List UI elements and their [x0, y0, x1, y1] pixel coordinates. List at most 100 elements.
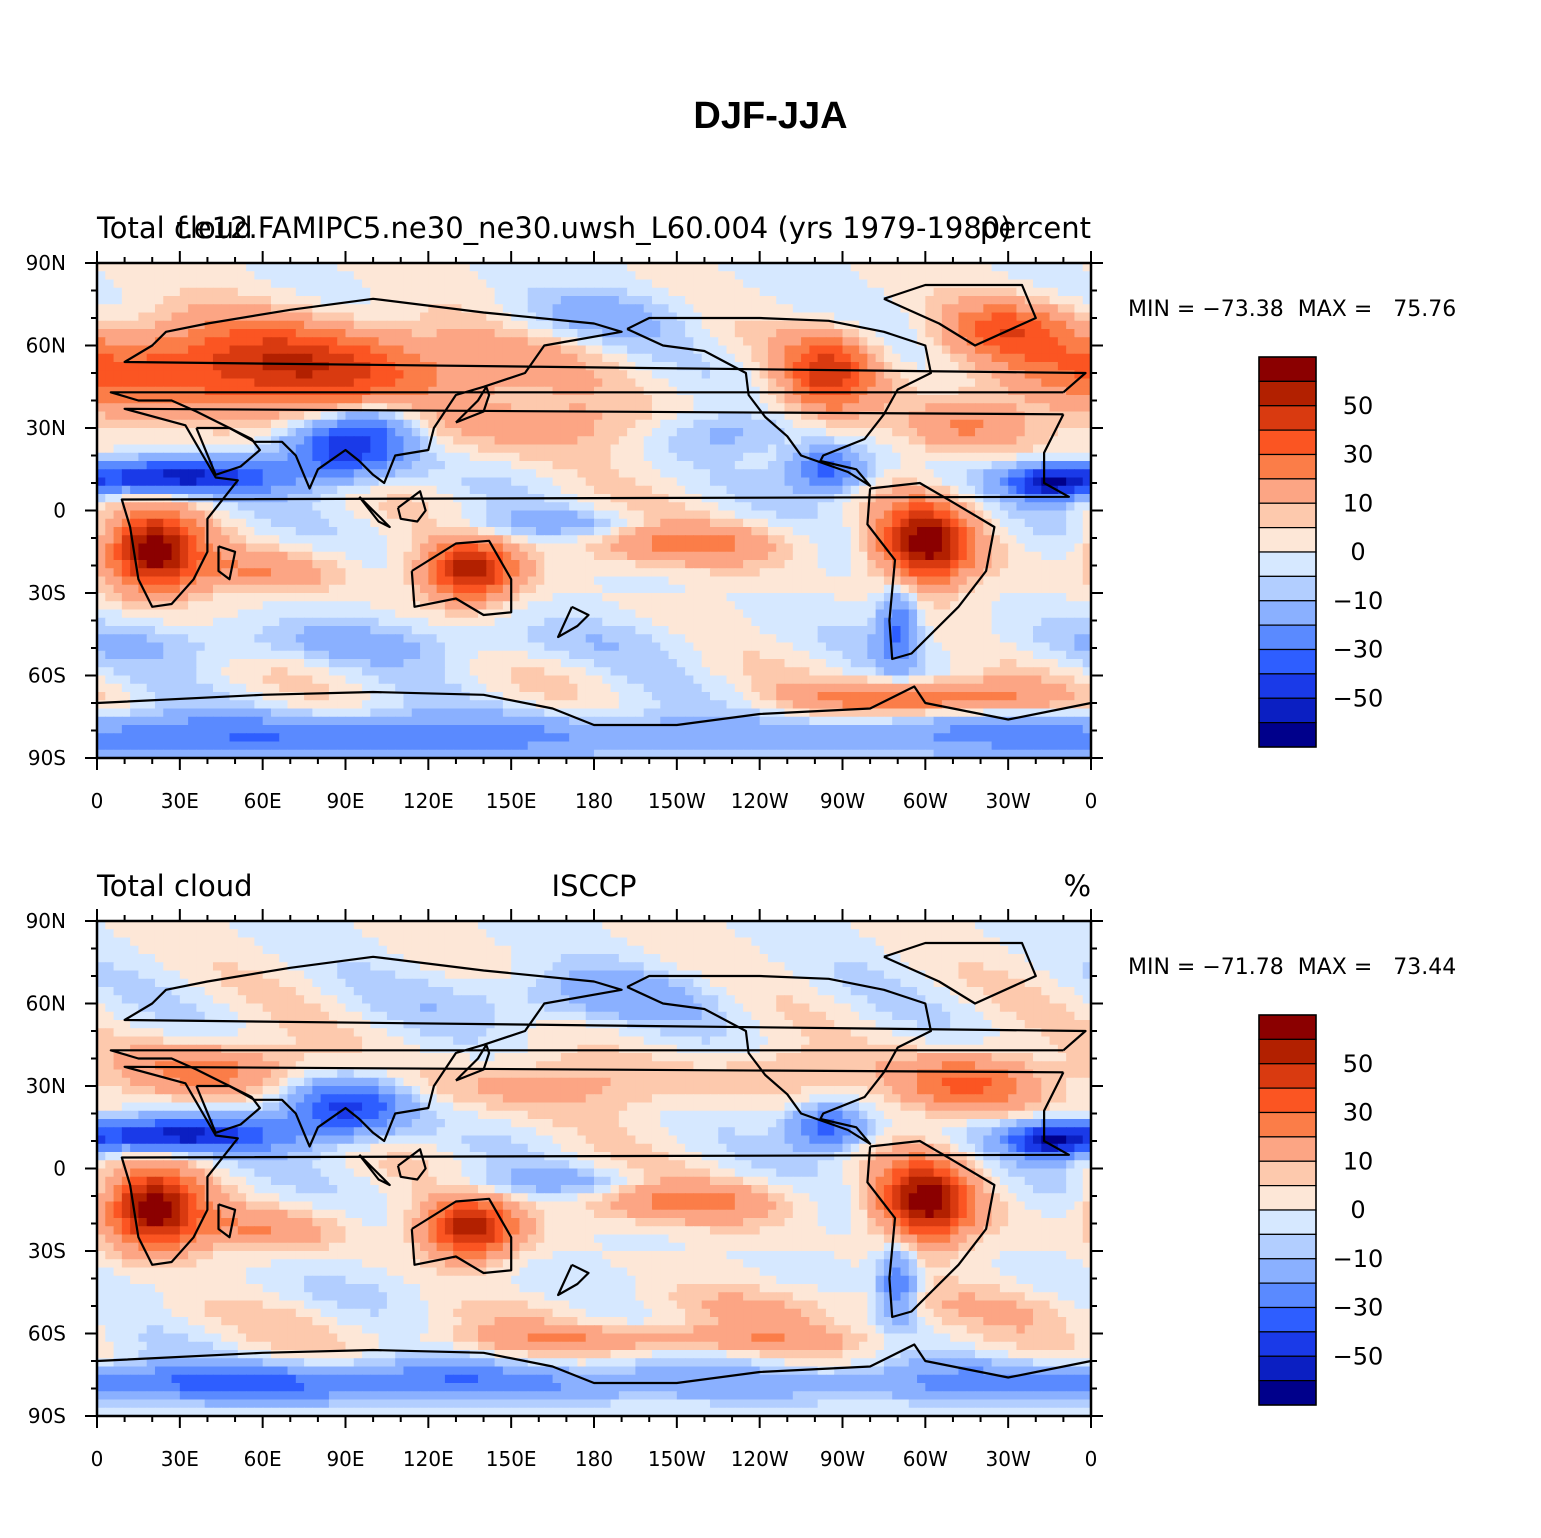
lon-tick-label: 120W [731, 1447, 789, 1471]
colorbar-swatch [1258, 1282, 1317, 1309]
colorbar-label: 50 [1343, 1050, 1374, 1078]
colorbar: 50 30 10 0 −10 −30 −50 [1258, 1014, 1384, 1406]
lon-tick-label: 0 [1085, 1447, 1098, 1471]
colorbar-swatch [1258, 624, 1317, 651]
lon-tick-label: 150W [648, 1447, 706, 1471]
colorbar-label: 10 [1343, 489, 1374, 517]
colorbar-label: 0 [1350, 1196, 1365, 1224]
lat-tick-label: 60S [28, 664, 66, 688]
lon-tick-label: 90E [326, 1447, 364, 1471]
lon-tick-label: 30E [161, 789, 199, 813]
lon-tick-label: 30W [986, 789, 1031, 813]
coastlines [96, 283, 1092, 727]
isccp-panel: Total cloud ISCCP% 90N 60N 30N 0 30S 60S 90S 0 30E… [0, 658, 1541, 1471]
lon-tick-label: 150W [648, 789, 706, 813]
lon-tick-label: 0 [91, 1447, 104, 1471]
lon-tick-label: 90E [326, 789, 364, 813]
lat-tick-label: 0 [53, 499, 66, 523]
colorbar-swatch [1258, 1233, 1317, 1260]
lon-tick-label: 60W [903, 789, 948, 813]
lat-tick-label: 30N [26, 1074, 66, 1098]
lon-tick-label: 90W [820, 789, 865, 813]
colorbar-swatch [1258, 1014, 1317, 1040]
colorbar-label: 50 [1343, 392, 1374, 420]
lat-tick-label: 30S [28, 1239, 66, 1263]
lon-tick-label: 150E [486, 1447, 537, 1471]
colorbar-swatch [1258, 1087, 1317, 1114]
colorbar-swatch [1258, 527, 1317, 553]
lat-tick-label: 60N [26, 992, 66, 1016]
colorbar-swatch [1258, 575, 1317, 602]
lon-tick-label: 90W [820, 1447, 865, 1471]
lon-tick-label: 0 [1085, 789, 1098, 813]
lon-tick-label: 60E [244, 789, 282, 813]
colorbar-label: 30 [1343, 441, 1374, 469]
lat-tick-label: 60N [26, 334, 66, 358]
colorbar-label: 0 [1350, 538, 1365, 566]
lat-tick-label: 90S [28, 1404, 66, 1428]
colorbar-label: −50 [1333, 684, 1384, 712]
min-max-stats: MIN = −73.38 MAX = 75.76 [1128, 297, 1456, 322]
colorbar-swatch [1258, 478, 1317, 504]
colorbar-swatch [1258, 380, 1317, 407]
colorbar-label: −30 [1333, 636, 1384, 664]
colorbar: 50 30 10 0 −10 −30 −50 [1258, 356, 1384, 748]
panel-left-title: Total cloud [96, 211, 252, 245]
map-plot: Total cloud ISCCP % 90N 60N 30N 0 30S 60S 90S 0 30E… [26, 869, 1457, 1471]
lon-tick-label: 120E [403, 1447, 454, 1471]
colorbar-swatch [1258, 1185, 1317, 1211]
colorbar-swatch [1258, 1209, 1317, 1235]
lat-tick-label: 0 [53, 1157, 66, 1181]
lon-tick-label: 60E [244, 1447, 282, 1471]
min-max-stats: MIN = −71.78 MAX = 73.44 [1128, 955, 1456, 980]
colorbar-swatch [1258, 1063, 1317, 1089]
lon-tick-label: 180 [575, 1447, 613, 1471]
lon-tick-label: 180 [575, 789, 613, 813]
map-plot: Total cloudf.e12.FAMIPC5.ne30_ne30.uwsh_… [26, 211, 1457, 813]
lon-tick-label: 150E [486, 789, 537, 813]
lat-tick-label: 90N [26, 909, 66, 933]
coastlines [96, 941, 1092, 1385]
model-panel: Total cloud f.e12.FAMIPC5.ne30_ne30.uwsh_… [0, 0, 1541, 813]
colorbar-swatch [1258, 1331, 1317, 1357]
colorbar-label: −50 [1333, 1342, 1384, 1370]
lat-tick-label: 90S [28, 746, 66, 770]
panel-left-title: Total cloud [96, 869, 252, 903]
colorbar-swatch [1258, 1038, 1317, 1065]
lon-tick-label: 120W [731, 789, 789, 813]
colorbar-swatch [1258, 1136, 1317, 1162]
colorbar-swatch [1258, 453, 1317, 480]
colorbar-swatch [1258, 1258, 1317, 1284]
lat-tick-label: 60S [28, 1322, 66, 1346]
colorbar-label: 30 [1343, 1099, 1374, 1127]
colorbar-swatch [1258, 551, 1317, 577]
colorbar-swatch [1258, 356, 1317, 382]
lon-tick-label: 120E [403, 789, 454, 813]
colorbar-swatch [1258, 502, 1317, 529]
lon-tick-label: 30W [986, 1447, 1031, 1471]
cloud-field [97, 921, 1092, 1417]
colorbar-swatch [1258, 1380, 1317, 1406]
lon-tick-label: 0 [91, 789, 104, 813]
lon-tick-label: 30E [161, 1447, 199, 1471]
panel-center-title: ISCCP [552, 869, 637, 903]
colorbar-label: −30 [1333, 1294, 1384, 1322]
colorbar-label: −10 [1333, 587, 1384, 615]
colorbar-label: −10 [1333, 1245, 1384, 1273]
colorbar-swatch [1258, 600, 1317, 626]
colorbar-swatch [1258, 1160, 1317, 1187]
lat-tick-label: 30N [26, 416, 66, 440]
panel-units: % [1063, 869, 1091, 903]
colorbar-swatch [1258, 1111, 1317, 1138]
colorbar-swatch [1258, 405, 1317, 431]
lon-tick-label: 60W [903, 1447, 948, 1471]
colorbar-swatch [1258, 1355, 1317, 1382]
colorbar-label: 10 [1343, 1147, 1374, 1175]
figure-title: DJF-JJA [693, 95, 848, 137]
lat-tick-label: 30S [28, 581, 66, 605]
panel-units: percent [980, 211, 1091, 245]
lat-tick-label: 90N [26, 251, 66, 275]
colorbar-swatch [1258, 429, 1317, 456]
colorbar-swatch [1258, 1306, 1317, 1333]
panel-center-title: f.e12.FAMIPC5.ne30_ne30.uwsh_L60.004 (yr… [176, 211, 1011, 245]
